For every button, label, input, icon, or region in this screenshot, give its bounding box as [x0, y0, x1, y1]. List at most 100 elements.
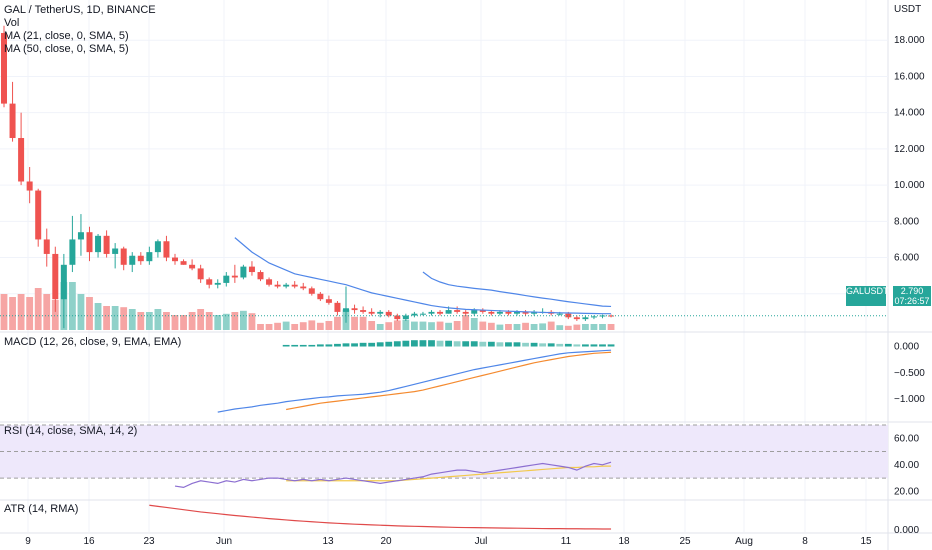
bar-countdown: 07:26:57: [894, 296, 930, 306]
candle-body: [103, 235, 110, 254]
candle-body: [172, 257, 178, 262]
volume-bar: [607, 324, 615, 330]
volume-bar: [547, 321, 555, 330]
macd-histogram-bar: [556, 343, 564, 347]
volume-bar: [376, 324, 384, 330]
price-tag-symbol: GALUSDT: [846, 286, 889, 296]
macd-histogram-bar: [385, 341, 393, 347]
ma50-line: [422, 271, 612, 308]
volume-bar: [145, 312, 153, 330]
candle-body: [257, 272, 264, 280]
candle-body: [394, 315, 401, 320]
candle-body: [223, 275, 230, 283]
volume-bar: [77, 294, 85, 330]
price-unit-label: USDT: [894, 4, 921, 15]
candle-body: [86, 232, 93, 253]
macd-histogram-bar: [547, 343, 555, 347]
candle-body: [206, 279, 213, 285]
candle-body: [43, 239, 50, 254]
price-tick-label: 14.000: [894, 108, 925, 119]
macd-legend[interactable]: MACD (12, 26, close, 9, EMA, EMA): [4, 336, 182, 348]
candle-body: [531, 311, 538, 314]
candle-body: [52, 253, 59, 300]
macd-histogram-bar: [522, 342, 529, 347]
macd-histogram-bar: [325, 344, 333, 347]
volume-bar: [299, 322, 307, 330]
candle-body: [308, 288, 315, 294]
volume-bar: [436, 321, 444, 330]
volume-bar: [197, 309, 205, 330]
candle-body: [189, 264, 196, 269]
volume-bar: [111, 306, 119, 330]
macd-tick-label: 0.000: [894, 342, 919, 353]
volume-bar: [359, 316, 367, 330]
candle-body: [146, 252, 153, 262]
macd-histogram-bar: [411, 340, 418, 347]
volume-bar: [43, 294, 51, 330]
macd-histogram-bar: [376, 342, 384, 347]
candle-body: [599, 315, 606, 317]
volume-bar: [86, 297, 93, 330]
volume-bar: [590, 324, 598, 330]
candle-body: [317, 293, 324, 300]
candle-body: [573, 317, 580, 320]
volume-bar: [368, 321, 376, 330]
candle-body: [590, 316, 597, 318]
macd-histogram-bar: [436, 340, 444, 347]
ma50-label[interactable]: MA (50, close, 0, SMA, 5): [4, 43, 129, 55]
rsi-line: [174, 461, 612, 489]
macd-histogram-bar: [479, 341, 487, 347]
ma21-label[interactable]: MA (21, close, 0, SMA, 5): [4, 30, 129, 42]
macd-histogram-bar: [308, 344, 316, 347]
candle-body: [18, 138, 25, 182]
rsi-pane: [0, 424, 888, 489]
volume-bar: [137, 312, 145, 330]
price-tick-label: 12.000: [894, 144, 925, 155]
macd-histogram-bar: [282, 344, 290, 347]
x-tick-label: 23: [143, 536, 155, 547]
x-tick-label: 18: [618, 536, 630, 547]
vol-label[interactable]: Vol: [4, 17, 20, 29]
atr-legend[interactable]: ATR (14, RMA): [4, 503, 79, 515]
candle-body: [428, 311, 435, 314]
macd-histogram-bar: [419, 340, 427, 347]
rsi-ma-line: [286, 465, 612, 482]
volume-bar: [282, 321, 290, 330]
volume-bar: [214, 315, 222, 330]
x-tick-label: 9: [25, 536, 31, 547]
volume-bar: [154, 309, 162, 330]
macd-histogram-bar: [316, 344, 324, 347]
candle-body: [274, 284, 281, 287]
candle-body: [26, 181, 33, 191]
candle-body: [462, 311, 469, 314]
candle-body: [514, 311, 520, 314]
macd-histogram-bar: [470, 341, 478, 347]
volume-bar: [351, 316, 358, 330]
volume-bar: [530, 324, 538, 330]
rsi-tick-label: 40.00: [894, 460, 919, 471]
macd-histogram-bar: [530, 342, 538, 347]
rsi-legend[interactable]: RSI (14, close, SMA, 14, 2): [4, 425, 138, 437]
volume-bar: [171, 315, 179, 330]
candle-body: [163, 241, 170, 258]
macd-histogram-bar: [505, 342, 512, 347]
volume-bar: [496, 324, 504, 330]
volume-bar: [0, 294, 8, 330]
symbol-title[interactable]: GAL / TetherUS, 1D, BINANCE: [4, 4, 156, 16]
macd-histogram-bar: [599, 344, 606, 347]
volume-bar: [257, 324, 264, 330]
candle-body: [95, 235, 102, 253]
price-tick-label: 10.000: [894, 180, 925, 191]
price-pane: [0, 25, 888, 330]
macd-histogram-bar: [351, 343, 358, 347]
volume-bar: [128, 309, 136, 330]
candle-body: [197, 268, 204, 280]
volume-bar: [205, 312, 213, 330]
candle-body: [214, 282, 221, 285]
macd-tick-label: −1.000: [894, 394, 925, 405]
candle-body: [300, 286, 307, 289]
volume-bar: [180, 315, 187, 330]
volume-bar: [599, 324, 606, 330]
